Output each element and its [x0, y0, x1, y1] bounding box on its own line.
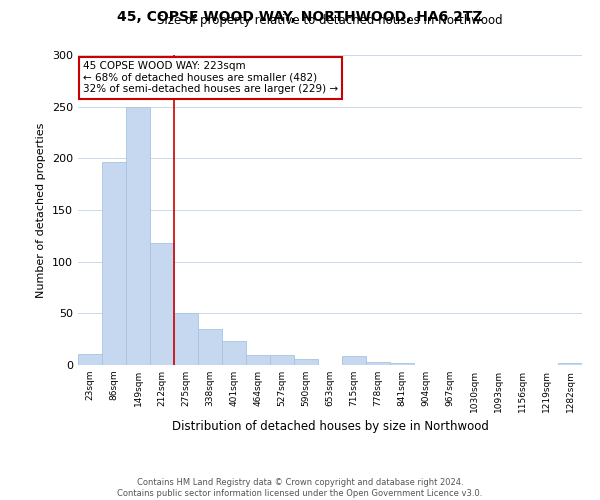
Bar — [390, 363, 414, 365]
Bar — [246, 354, 270, 365]
Title: Size of property relative to detached houses in Northwood: Size of property relative to detached ho… — [157, 14, 503, 28]
Bar — [198, 329, 222, 365]
Bar — [150, 243, 174, 365]
Bar — [78, 354, 102, 365]
Bar — [222, 341, 246, 365]
Bar — [102, 162, 126, 365]
Text: Contains HM Land Registry data © Crown copyright and database right 2024.
Contai: Contains HM Land Registry data © Crown c… — [118, 478, 482, 498]
Bar — [270, 354, 294, 365]
Bar — [558, 363, 582, 365]
Bar — [366, 362, 390, 365]
Bar — [342, 356, 366, 365]
X-axis label: Distribution of detached houses by size in Northwood: Distribution of detached houses by size … — [172, 420, 488, 434]
Bar — [294, 359, 318, 365]
Bar — [126, 106, 150, 365]
Bar — [174, 314, 198, 365]
Text: 45, COPSE WOOD WAY, NORTHWOOD, HA6 2TZ: 45, COPSE WOOD WAY, NORTHWOOD, HA6 2TZ — [117, 10, 483, 24]
Y-axis label: Number of detached properties: Number of detached properties — [37, 122, 46, 298]
Text: 45 COPSE WOOD WAY: 223sqm
← 68% of detached houses are smaller (482)
32% of semi: 45 COPSE WOOD WAY: 223sqm ← 68% of detac… — [83, 61, 338, 94]
